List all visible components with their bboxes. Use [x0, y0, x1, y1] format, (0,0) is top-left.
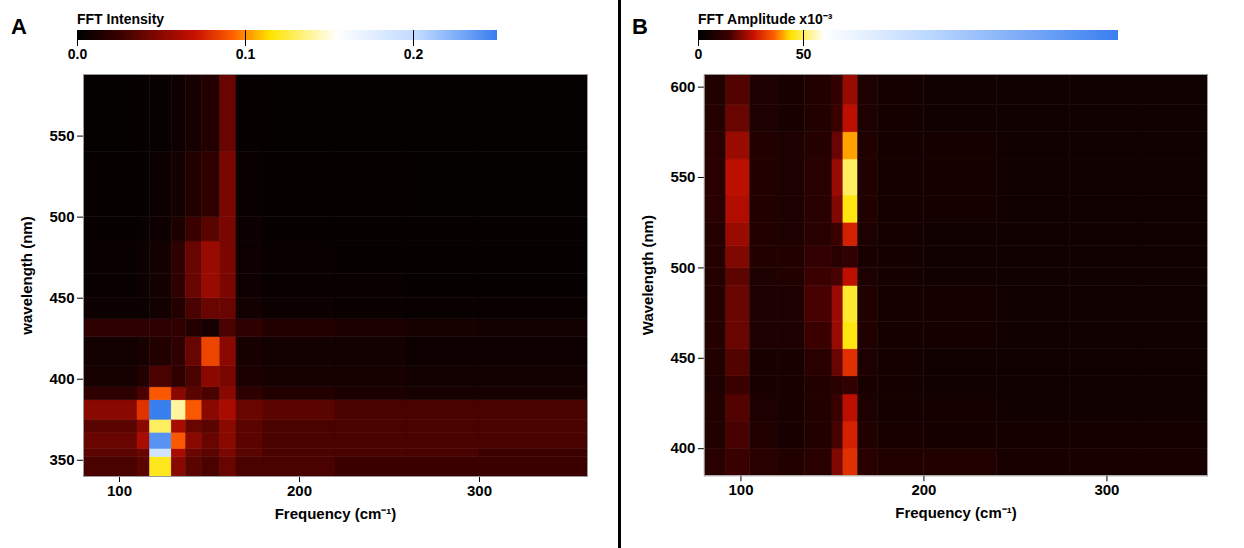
svg-text:0.2: 0.2: [404, 46, 424, 62]
html-text:B: B: [632, 14, 648, 39]
svg-text:50: 50: [796, 46, 812, 62]
svg-text:600: 600: [670, 78, 695, 95]
svg-text:350: 350: [49, 451, 74, 468]
html-text:A: A: [11, 14, 27, 39]
svg-text:400: 400: [49, 370, 74, 387]
svg-text:Wavelength (nm): Wavelength (nm): [639, 215, 656, 335]
svg-text:0: 0: [695, 46, 703, 62]
svg-text:FFT Amplitude x10⁻³: FFT Amplitude x10⁻³: [698, 11, 833, 27]
svg-text:100: 100: [107, 482, 132, 499]
svg-text:450: 450: [49, 289, 74, 306]
svg-text:550: 550: [670, 168, 695, 185]
svg-text:200: 200: [911, 481, 936, 498]
svg-text:400: 400: [670, 439, 695, 456]
svg-text:FFT Intensity: FFT Intensity: [77, 11, 164, 27]
svg-text:0.1: 0.1: [236, 46, 256, 62]
svg-text:200: 200: [287, 482, 312, 499]
svg-text:300: 300: [467, 482, 492, 499]
svg-text:100: 100: [728, 481, 753, 498]
svg-text:550: 550: [49, 127, 74, 144]
svg-text:450: 450: [670, 349, 695, 366]
svg-text:wavelength (nm): wavelength (nm): [18, 216, 35, 335]
svg-text:0.0: 0.0: [68, 46, 88, 62]
svg-text:Frequency (cm⁻¹): Frequency (cm⁻¹): [895, 504, 1016, 521]
svg-text:500: 500: [49, 208, 74, 225]
svg-text:500: 500: [670, 259, 695, 276]
svg-text:Frequency (cm⁻¹): Frequency (cm⁻¹): [275, 505, 397, 522]
svg-text:300: 300: [1094, 481, 1119, 498]
